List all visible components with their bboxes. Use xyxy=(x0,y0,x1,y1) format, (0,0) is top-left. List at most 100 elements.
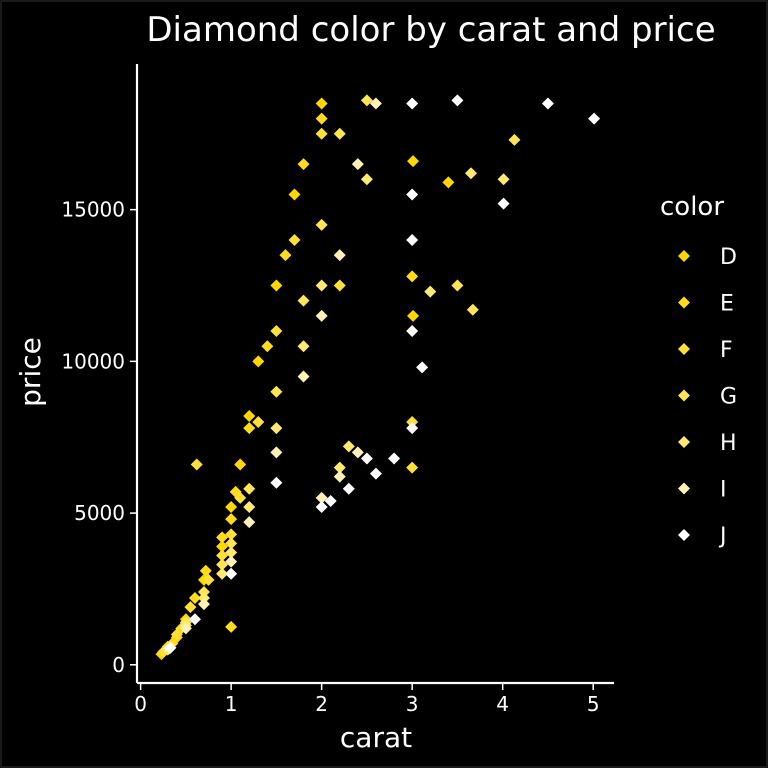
legend-key-F xyxy=(678,343,690,355)
data-point xyxy=(225,555,238,568)
data-point xyxy=(407,309,420,322)
data-point xyxy=(333,461,346,474)
data-point xyxy=(297,340,310,353)
data-point xyxy=(197,585,210,598)
data-point xyxy=(416,361,429,374)
data-point xyxy=(252,355,265,368)
data-point xyxy=(360,173,373,186)
data-point xyxy=(243,482,256,495)
data-point xyxy=(406,270,419,283)
data-point xyxy=(406,461,419,474)
y-tick-label: 15000 xyxy=(61,198,125,222)
data-point xyxy=(464,167,477,180)
data-point xyxy=(188,592,201,605)
data-point xyxy=(225,537,238,550)
data-point xyxy=(315,97,328,110)
data-point xyxy=(199,564,212,577)
data-point xyxy=(216,540,229,553)
data-point xyxy=(252,416,265,429)
data-point xyxy=(270,422,283,435)
data-point xyxy=(270,279,283,292)
x-tick-label: 5 xyxy=(587,692,600,716)
x-tick-label: 4 xyxy=(496,692,509,716)
legend-key-J xyxy=(678,529,690,541)
data-point xyxy=(197,592,210,605)
legend-label-D: D xyxy=(720,245,737,270)
data-point xyxy=(406,325,419,338)
data-point xyxy=(315,279,328,292)
legend-key-H xyxy=(678,436,690,448)
data-point xyxy=(588,112,601,125)
data-point xyxy=(541,97,554,110)
data-point xyxy=(225,528,238,541)
data-point xyxy=(288,188,301,201)
data-point xyxy=(406,416,419,429)
data-point xyxy=(360,94,373,107)
data-point xyxy=(270,385,283,398)
data-point xyxy=(315,491,328,504)
data-point xyxy=(225,567,238,580)
data-point xyxy=(406,97,419,110)
data-point xyxy=(497,197,510,210)
data-point xyxy=(216,531,229,544)
data-point xyxy=(315,501,328,514)
legend-label-G: G xyxy=(720,385,737,410)
data-point xyxy=(234,491,247,504)
data-point xyxy=(270,325,283,338)
data-point xyxy=(297,294,310,307)
data-point xyxy=(451,279,464,292)
data-point xyxy=(424,285,437,298)
legend-key-I xyxy=(678,482,690,495)
data-point xyxy=(270,446,283,459)
data-point xyxy=(179,622,192,635)
x-axis-label: carat xyxy=(340,721,412,754)
data-point xyxy=(243,422,256,435)
data-point xyxy=(333,127,346,140)
data-point xyxy=(270,476,283,489)
data-point xyxy=(351,446,364,459)
data-point xyxy=(369,467,382,480)
data-point xyxy=(297,158,310,171)
data-point xyxy=(234,458,247,471)
data-point xyxy=(261,340,274,353)
legend-label-H: H xyxy=(720,431,737,456)
data-point xyxy=(170,628,183,641)
data-point xyxy=(197,598,210,611)
data-point xyxy=(333,470,346,483)
axes: 0 1 2 3 4 5 0 5000 10000 15000 xyxy=(61,64,614,716)
y-tick-label: 0 xyxy=(112,653,125,677)
data-point xyxy=(216,549,229,562)
data-point xyxy=(451,94,464,107)
legend-key-G xyxy=(678,389,690,402)
data-point xyxy=(315,309,328,322)
data-point xyxy=(497,173,510,186)
data-point xyxy=(407,155,420,168)
data-point xyxy=(243,409,256,422)
data-point xyxy=(184,601,197,614)
legend-label-J: J xyxy=(718,524,727,549)
data-point xyxy=(342,482,355,495)
data-point xyxy=(315,218,328,231)
chart-title: Diamond color by carat and price xyxy=(146,10,715,50)
data-point xyxy=(243,516,256,529)
legend-key-E xyxy=(678,296,690,309)
legend-label-F: F xyxy=(720,338,733,363)
data-point xyxy=(333,249,346,262)
data-point xyxy=(466,303,479,316)
data-point xyxy=(388,452,401,465)
x-tick-label: 2 xyxy=(315,692,328,716)
data-point xyxy=(342,440,355,453)
y-axis-label: price xyxy=(14,337,47,407)
plot-area xyxy=(155,94,601,661)
data-point xyxy=(225,546,238,559)
legend-key-D xyxy=(678,250,690,262)
data-point xyxy=(315,127,328,140)
data-point xyxy=(324,494,337,507)
data-point xyxy=(297,370,310,383)
data-point xyxy=(360,452,373,465)
data-point xyxy=(279,249,292,262)
data-point xyxy=(351,158,364,171)
data-point xyxy=(406,422,419,435)
